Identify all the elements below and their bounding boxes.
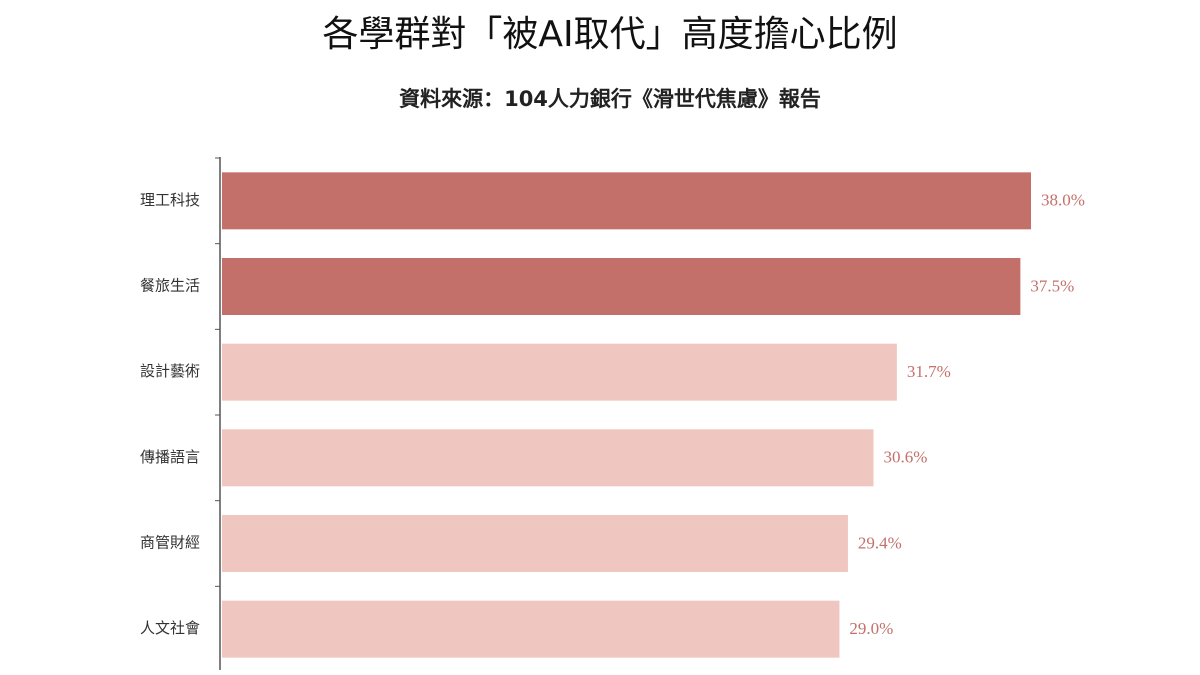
y-tick-label: 傳播語言 <box>140 448 200 466</box>
bar <box>222 515 848 572</box>
bar <box>222 429 874 487</box>
bar <box>222 258 1021 315</box>
value-label: 37.5% <box>1030 276 1074 295</box>
y-tick-label: 設計藝術 <box>140 362 200 380</box>
bar <box>222 172 1032 230</box>
y-tick-label: 商管財經 <box>140 534 200 552</box>
value-label: 31.7% <box>907 362 951 381</box>
value-label: 29.0% <box>849 619 893 638</box>
y-tick-label: 人文社會 <box>140 619 200 637</box>
chart-subtitle: 資料來源：104人力銀行《滑世代焦慮》報告 <box>399 87 821 111</box>
value-label: 29.4% <box>858 533 902 552</box>
y-tick-label: 理工科技 <box>140 191 200 209</box>
value-label: 38.0% <box>1041 191 1085 210</box>
bar <box>222 343 897 401</box>
bar <box>222 600 840 658</box>
chart-title: 各學群對「被AI取代」高度擔心比例 <box>322 14 897 55</box>
value-label: 30.6% <box>883 448 927 467</box>
y-tick-label: 餐旅生活 <box>140 277 200 295</box>
